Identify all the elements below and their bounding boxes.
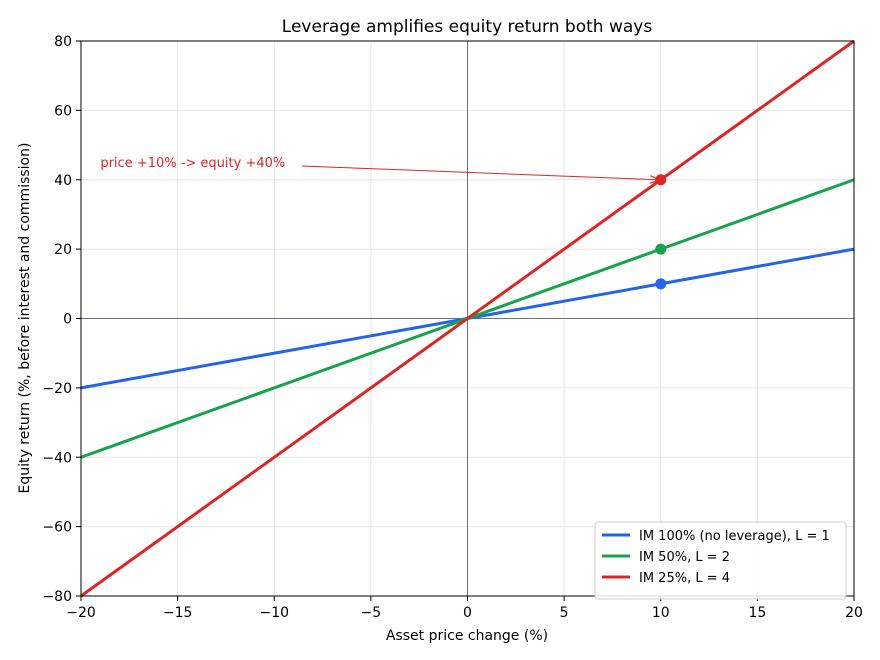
y-tick-label: −20 <box>42 381 72 397</box>
legend-label-2: IM 50%, L = 2 <box>639 550 730 565</box>
axis-ticks: −20 −15 −10 −5 0 5 10 15 20 −80 −60 −40 −20 0 20 40 60 80 <box>42 34 862 621</box>
y-tick-label: −60 <box>42 520 72 536</box>
x-axis-label: Asset price change (%) <box>386 628 548 644</box>
x-tick-label: 10 <box>652 605 670 621</box>
series-marker-2 <box>655 243 667 255</box>
chart-title: Leverage amplifies equity return both wa… <box>282 17 653 37</box>
y-tick-label: −40 <box>42 450 72 466</box>
annotation: price +10% -> equity +40% <box>100 156 658 180</box>
x-tick-label: 20 <box>845 605 863 621</box>
x-tick-label: 0 <box>463 605 472 621</box>
y-tick-label: 60 <box>54 103 72 119</box>
x-tick-label: −15 <box>163 605 193 621</box>
annotation-text: price +10% -> equity +40% <box>100 156 285 171</box>
x-tick-label: −5 <box>361 605 382 621</box>
legend: IM 100% (no leverage), L = 1 IM 50%, L = … <box>594 521 847 600</box>
y-tick-label: −80 <box>42 589 72 605</box>
legend-label-1: IM 100% (no leverage), L = 1 <box>639 529 830 544</box>
legend-label-3: IM 25%, L = 4 <box>639 571 730 586</box>
series-lines <box>80 39 855 598</box>
x-tick-label: −20 <box>66 605 96 621</box>
y-tick-label: 0 <box>63 312 72 328</box>
y-tick-label: 80 <box>54 34 72 50</box>
series-marker-1 <box>655 278 667 290</box>
series-line-3 <box>80 39 855 598</box>
y-tick-label: 40 <box>54 173 72 189</box>
x-tick-label: −10 <box>259 605 289 621</box>
x-tick-label: 5 <box>560 605 569 621</box>
annotation-arrow <box>301 165 659 180</box>
legend-box <box>594 521 847 600</box>
y-tick-label: 20 <box>54 242 72 258</box>
x-tick-label: 15 <box>748 605 766 621</box>
y-axis-label: Equity return (%, before interest and co… <box>17 143 33 494</box>
